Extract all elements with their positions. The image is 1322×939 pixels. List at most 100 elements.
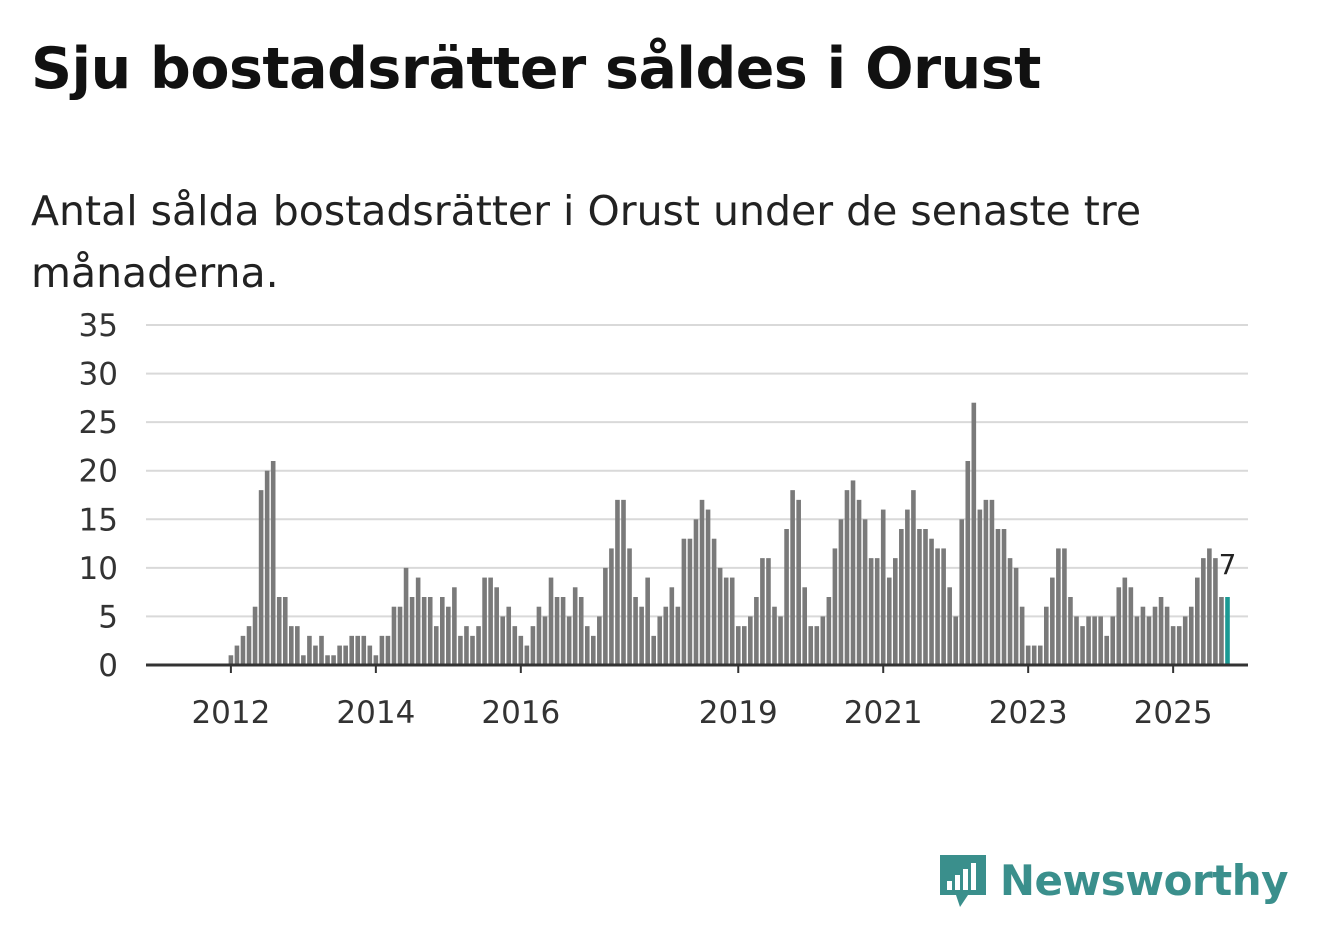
bar — [1037, 645, 1043, 665]
bar — [1207, 548, 1212, 665]
bar — [729, 577, 735, 665]
bar — [1098, 616, 1103, 665]
bar — [1092, 616, 1097, 665]
bar — [1146, 616, 1152, 665]
bar — [971, 402, 977, 665]
bar — [796, 499, 801, 665]
bar — [1182, 616, 1188, 665]
bar — [548, 577, 554, 665]
y-tick-label: 10 — [79, 551, 118, 587]
y-tick-label: 5 — [98, 599, 118, 635]
bar — [959, 519, 965, 665]
bar — [899, 529, 904, 665]
bar — [295, 626, 300, 665]
bar — [1201, 558, 1206, 665]
bar — [905, 509, 910, 665]
bar — [536, 606, 542, 665]
bar — [403, 567, 409, 665]
bar — [415, 577, 421, 665]
newsworthy-logo: Newsworthy — [938, 851, 1289, 909]
bar — [923, 529, 928, 665]
x-tick-label: 2016 — [481, 695, 560, 731]
bar — [228, 655, 234, 665]
bar — [1170, 626, 1176, 665]
bar — [1013, 567, 1019, 665]
bar — [1188, 606, 1194, 665]
y-tick-label: 35 — [79, 308, 118, 344]
x-tick-label: 2012 — [191, 695, 270, 731]
bar — [711, 538, 717, 665]
bar — [482, 577, 487, 665]
bar — [566, 616, 572, 665]
x-tick-label: 2023 — [989, 695, 1068, 731]
bar — [252, 606, 258, 665]
bar — [1110, 616, 1116, 665]
bar — [1056, 548, 1061, 665]
chart-subtitle: Antal sålda bostadsrätter i Orust under … — [31, 187, 1142, 297]
bar — [995, 529, 1001, 665]
bar — [778, 616, 783, 665]
bar — [578, 597, 584, 665]
bar — [464, 626, 469, 665]
brand-name: Newsworthy — [999, 855, 1289, 905]
bar — [808, 626, 814, 665]
bar — [476, 626, 481, 665]
bar — [452, 587, 457, 665]
bar — [554, 597, 560, 665]
bar — [1122, 577, 1128, 665]
bar — [832, 548, 838, 665]
bar — [699, 499, 705, 665]
bar — [560, 597, 566, 665]
bar — [494, 587, 499, 665]
bar — [693, 519, 699, 665]
bar — [373, 655, 379, 665]
bar — [307, 635, 312, 665]
bar — [1068, 597, 1073, 665]
bar — [597, 616, 602, 665]
bar — [886, 577, 892, 665]
bar — [488, 577, 493, 665]
bar — [742, 626, 747, 665]
bar — [856, 499, 862, 665]
bar — [609, 548, 614, 665]
bar — [1104, 635, 1109, 665]
bar — [983, 499, 989, 665]
x-tick-label: 2014 — [336, 695, 415, 731]
bar — [512, 626, 518, 665]
bar — [820, 616, 826, 665]
bar — [470, 635, 475, 665]
bar — [542, 616, 548, 665]
bar — [826, 597, 832, 665]
bar — [500, 616, 505, 665]
bar — [367, 645, 373, 665]
bar — [379, 635, 385, 665]
bar — [391, 606, 397, 665]
gridlines — [146, 324, 1248, 618]
bar — [349, 635, 354, 665]
bar — [1086, 616, 1091, 665]
bar — [735, 626, 741, 665]
bar — [1134, 616, 1140, 665]
x-tick-label: 2021 — [844, 695, 923, 731]
bar — [331, 655, 336, 665]
bar — [989, 499, 995, 665]
bar — [361, 635, 367, 665]
bar — [1025, 645, 1031, 665]
bar — [639, 606, 644, 665]
y-tick-label: 0 — [98, 648, 118, 684]
bar — [1080, 626, 1085, 665]
bar — [276, 597, 282, 665]
bar — [409, 597, 415, 665]
bar — [591, 635, 596, 665]
bar — [1031, 645, 1037, 665]
bar — [657, 616, 663, 665]
x-tick-label: 2019 — [699, 695, 778, 731]
bar — [917, 529, 922, 665]
bar — [1116, 587, 1122, 665]
bar — [246, 626, 252, 665]
bar — [838, 519, 844, 665]
y-tick-label: 25 — [79, 405, 118, 441]
bar — [313, 645, 318, 665]
bar — [723, 577, 729, 665]
